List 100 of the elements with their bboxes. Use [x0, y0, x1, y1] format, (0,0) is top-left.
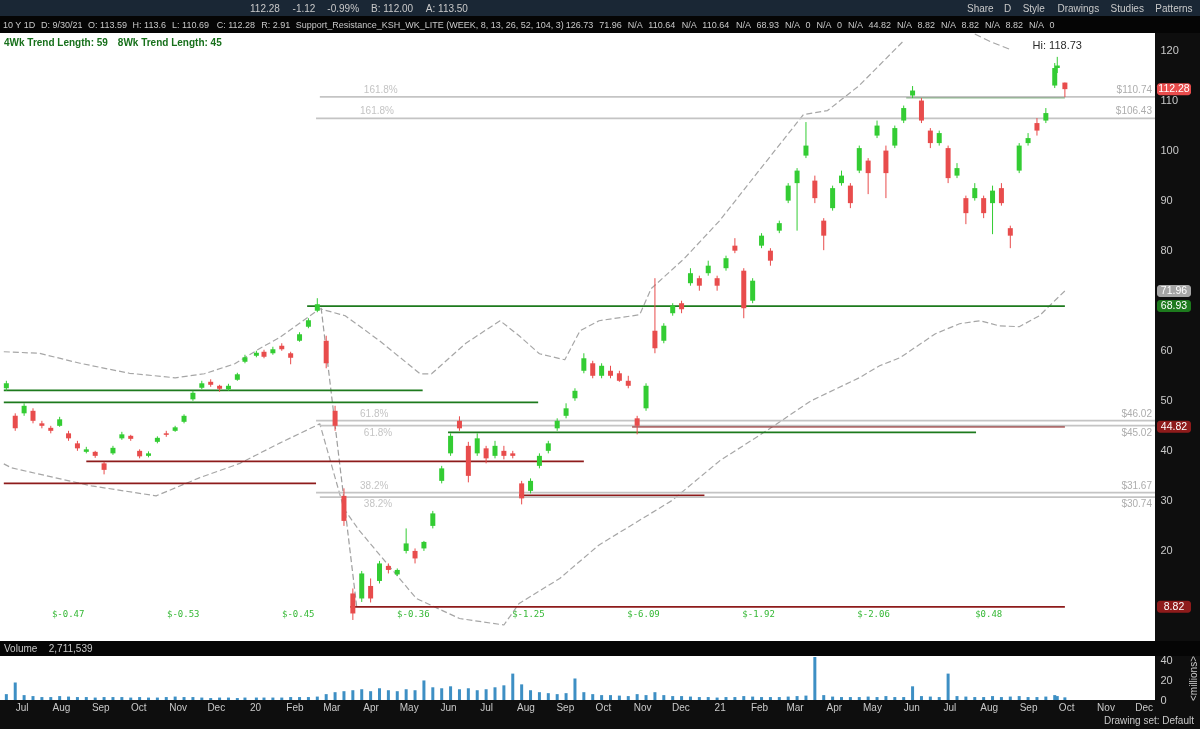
x-tick-label: Mar [786, 701, 805, 713]
text: B: 112.00 [371, 2, 414, 14]
annotation: 112.28 [1158, 82, 1190, 95]
x-tick-label: Nov [633, 701, 652, 713]
x-tick-label: 21 [714, 701, 727, 713]
text: C: 112.28 [216, 20, 256, 30]
series-label: 161.8% [360, 105, 395, 117]
annotation: $-6.09 [627, 609, 660, 619]
annotation: $-2.06 [857, 609, 890, 619]
chart-subtitle: 2,711,539 [48, 643, 93, 654]
y-tick-label: 100 [1160, 144, 1179, 157]
annotation: $30.74 [1121, 498, 1153, 510]
annotation: $-0.53 [166, 609, 200, 619]
text: 8.82 [1005, 20, 1024, 30]
text: N/A [985, 20, 1001, 30]
text: D: 9/30/21 [41, 20, 83, 30]
x-tick-label: May [863, 701, 882, 713]
y-tick-label: 60 [1160, 344, 1173, 357]
x-tick-label: Mar [323, 701, 342, 713]
text: N/A [735, 20, 751, 30]
x-tick-label: Sep [1019, 701, 1038, 713]
x-tick-label: Jun [903, 701, 920, 713]
y-tick-label: 30 [1160, 494, 1173, 507]
annotation: $110.74 [1116, 83, 1153, 95]
series-label: 61.8% [360, 407, 389, 419]
y-tick-label: 20 [1160, 544, 1173, 557]
text: A: 113.50 [425, 2, 469, 14]
annotation: $106.43 [1115, 105, 1153, 117]
annotation: $31.67 [1121, 479, 1153, 491]
y-tick-label: 120 [1160, 44, 1179, 57]
text: 110.64 [648, 20, 676, 30]
text: N/A [1029, 20, 1045, 30]
y-tick-label: 50 [1160, 394, 1173, 407]
x-tick-label: May [399, 701, 419, 713]
x-tick-label: Dec [207, 701, 226, 713]
text: Drawing set: Default [1103, 715, 1195, 726]
series-label: 38.2% [360, 479, 389, 491]
text: O: 113.59 [88, 20, 127, 30]
y-tick-label: 0 [1160, 693, 1167, 706]
series-label: 61.8% [363, 426, 393, 438]
x-tick-label: Sep [91, 701, 111, 713]
text: 68.93 [756, 20, 779, 30]
text: 8.82 [917, 20, 936, 30]
text: 126.73 [565, 20, 594, 30]
x-tick-label: Dec [1135, 701, 1153, 713]
text: 110.64 [702, 20, 730, 30]
text: 0 [805, 20, 811, 30]
text: N/A [896, 20, 912, 30]
text: 0 [1049, 20, 1055, 30]
text: L: 110.69 [172, 20, 209, 30]
x-tick-label: Nov [169, 701, 188, 713]
x-tick-label: Aug [980, 701, 999, 713]
text: Style [1022, 2, 1046, 14]
text: Patterns [1155, 2, 1193, 14]
chart-title: Volume [4, 643, 38, 654]
y-tick-label: 40 [1160, 444, 1173, 457]
y-axis-title: <millions> [1187, 655, 1199, 702]
x-tick-label: Apr [363, 701, 380, 713]
text: N/A [847, 20, 863, 30]
y-tick-label: 40 [1160, 654, 1173, 667]
text: 112.28 [250, 2, 281, 14]
text: 8.82 [961, 20, 980, 30]
x-tick-label: Jul [480, 701, 494, 713]
annotation: $0.48 [975, 609, 1003, 619]
x-tick-label: Dec [671, 701, 690, 713]
annotation: Hi: 118.73 [1032, 38, 1082, 51]
text: Studies [1110, 2, 1144, 14]
series-label: 38.2% [363, 498, 393, 510]
x-tick-label: Jul [15, 701, 29, 713]
x-tick-label: Oct [595, 701, 612, 713]
y-tick-label: 20 [1160, 673, 1173, 686]
annotation: 71.96 [1160, 283, 1188, 296]
text: 44.82 [868, 20, 891, 30]
x-tick-label: Aug [52, 701, 71, 713]
x-tick-label: Nov [1097, 701, 1115, 713]
x-tick-label: Oct [1058, 701, 1075, 713]
y-tick-label: 110 [1160, 94, 1179, 107]
text: N/A [816, 20, 832, 30]
x-tick-label: 20 [250, 701, 262, 713]
annotation: 8.82 [1163, 599, 1185, 612]
annotation: 44.82 [1160, 419, 1188, 432]
text: Share [967, 2, 995, 14]
text: 0 [836, 20, 842, 30]
annotation: 4Wk Trend Length: 59 [4, 37, 109, 48]
x-tick-label: Apr [826, 701, 843, 713]
text: R: 2.91 [261, 20, 291, 30]
annotation: $-1.92 [742, 609, 775, 619]
text: Drawings [1057, 2, 1100, 14]
text: Support_Resistance_KSH_WK_LITE (WEEK, 8, 13, 26, 52, 104, 3) [295, 20, 564, 30]
text: H: 113.6 [132, 20, 166, 30]
text: D [1004, 2, 1012, 14]
text: 71.96 [599, 20, 622, 30]
x-tick-label: Feb [286, 701, 305, 713]
text: -0.99% [327, 2, 360, 14]
annotation: 8Wk Trend Length: 45 [117, 37, 223, 48]
text: -1.12 [292, 2, 316, 14]
annotation: 68.93 [1160, 299, 1188, 312]
x-tick-label: Jun [440, 701, 457, 713]
x-tick-label: Sep [556, 701, 575, 713]
x-tick-label: Aug [517, 701, 535, 713]
